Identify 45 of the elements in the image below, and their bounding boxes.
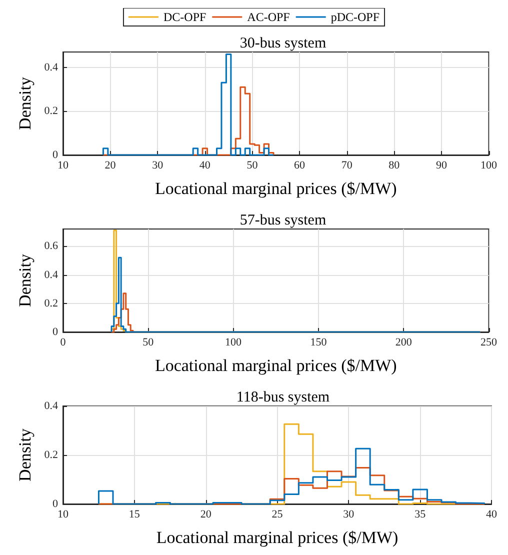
x-tick-label: 50 [246,160,258,172]
y-tick-label: 0.4 [44,268,58,281]
legend-label: AC-OPF [247,10,290,24]
y-tick-label: 0.4 [44,61,58,74]
chart-title: 118-bus system [236,390,330,406]
chart-title: 57-bus system [240,212,326,228]
legend-label: pDC-OPF [330,10,380,24]
x-tick-label: 15 [128,508,140,520]
x-tick-label: 10 [58,160,69,172]
x-tick-label: 35 [414,508,426,520]
y-axis-title: Density [15,254,34,307]
y-tick-label: 0.6 [44,240,58,252]
x-tick-label: 25 [272,508,284,520]
x-tick-label: 150 [310,336,328,348]
x-tick-label: 40 [199,160,211,172]
legend-label: DC-OPF [163,10,206,24]
x-tick-label: 100 [225,336,242,348]
x-tick-label: 200 [395,336,412,348]
x-tick-label: 30 [343,508,355,520]
x-tick-label: 100 [480,160,498,172]
y-tick-label: 0.2 [44,449,58,461]
x-tick-label: 10 [58,508,69,520]
x-tick-label: 30 [152,160,164,172]
x-tick-label: 20 [200,508,212,520]
x-axis-title: Locational marginal prices ($/MW) [154,356,397,375]
x-tick-label: 80 [388,160,400,172]
x-axis-title: Locational marginal prices ($/MW) [156,528,398,547]
x-tick-label: 60 [294,160,306,172]
y-tick-label: 0 [52,498,58,510]
y-axis-title: Density [15,428,34,482]
x-axis-title: Locational marginal prices ($/MW) [154,179,397,198]
y-tick-label: 0 [52,326,58,338]
y-axis-title: Density [15,76,34,130]
x-tick-label: 0 [60,336,66,348]
x-tick-label: 70 [341,160,353,172]
x-tick-label: 40 [486,508,498,520]
y-tick-label: 0.2 [44,105,58,118]
chart-title: 30-bus system [240,36,326,52]
x-tick-label: 20 [104,160,116,172]
y-tick-label: 0.2 [44,297,58,310]
x-tick-label: 50 [142,336,154,348]
y-tick-label: 0 [52,149,58,161]
x-tick-label: 250 [480,336,498,348]
x-tick-label: 90 [436,160,448,172]
y-tick-label: 0.4 [44,400,58,412]
